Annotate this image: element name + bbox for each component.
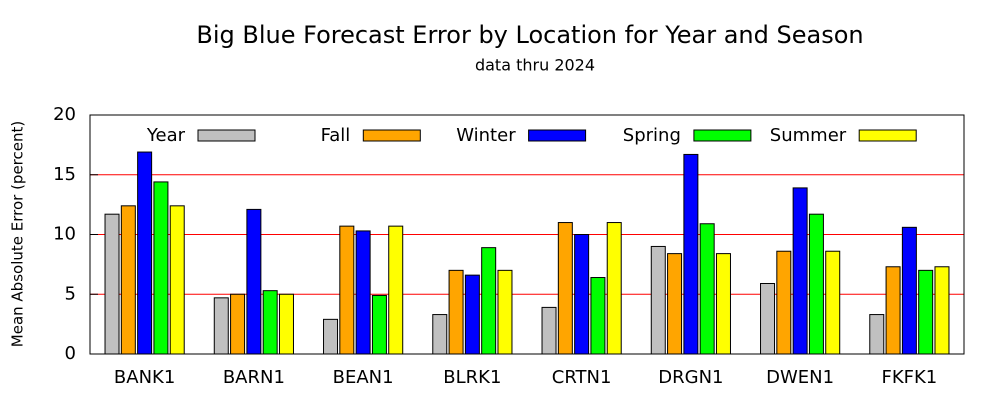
legend-swatch: [858, 129, 917, 142]
legend-label: Summer: [770, 125, 847, 146]
legend-label: Fall: [321, 125, 351, 146]
y-axis-label: Mean Absolute Error (percent): [9, 121, 27, 347]
x-tick-label: BLRK1: [443, 367, 501, 388]
legend-swatch: [693, 129, 752, 142]
bar: [213, 297, 229, 355]
bar: [808, 213, 824, 355]
bar: [497, 269, 513, 355]
x-tick-label: DWEN1: [766, 367, 834, 388]
bar: [448, 269, 464, 355]
bar: [120, 205, 136, 355]
bar: [246, 208, 262, 355]
bar: [715, 253, 731, 355]
bar: [918, 269, 934, 355]
x-tick-label: DRGN1: [658, 367, 723, 388]
bar: [650, 245, 666, 355]
bar: [934, 266, 950, 355]
bar: [574, 234, 590, 355]
bar: [230, 293, 246, 355]
legend-swatch: [362, 129, 421, 142]
bar: [104, 213, 120, 355]
bar: [371, 294, 387, 355]
bar: [355, 230, 371, 355]
bar: [481, 247, 497, 355]
bar: [825, 250, 841, 355]
bar: [262, 290, 278, 355]
y-tick-label: 10: [53, 224, 76, 245]
x-tick-label: FKFK1: [881, 367, 937, 388]
x-tick-label: CRTN1: [552, 367, 612, 388]
bar: [153, 181, 169, 355]
bar: [699, 223, 715, 355]
bar: [339, 225, 355, 355]
x-tick-label: BARN1: [223, 367, 285, 388]
bar: [137, 151, 153, 355]
bar: [590, 277, 606, 355]
bar: [792, 187, 808, 355]
x-tick-label: BEAN1: [333, 367, 394, 388]
chart-title: Big Blue Forecast Error by Location for …: [196, 21, 863, 49]
y-tick-label: 5: [65, 283, 76, 304]
plot-frame: [89, 114, 965, 355]
bar: [869, 314, 885, 355]
bar: [760, 282, 776, 355]
legend-label: Winter: [456, 125, 516, 146]
bar: [278, 293, 294, 355]
bar: [683, 153, 699, 355]
x-tick-label: BANK1: [114, 367, 175, 388]
y-tick-label: 15: [53, 164, 76, 185]
legend-swatch: [197, 129, 256, 142]
bar: [557, 222, 573, 355]
bar: [776, 250, 792, 355]
bar: [901, 226, 917, 355]
bar: [464, 274, 480, 355]
bar: [388, 225, 404, 355]
bar: [885, 266, 901, 355]
chart-subtitle: data thru 2024: [475, 56, 595, 75]
bar: [667, 253, 683, 355]
bar: [432, 314, 448, 355]
legend-swatch: [528, 129, 587, 142]
bar: [169, 205, 185, 355]
y-tick-label: 0: [65, 343, 76, 364]
bar: [323, 318, 339, 355]
bar: [541, 306, 557, 355]
bar: [606, 222, 622, 355]
legend-label: Spring: [623, 125, 681, 146]
legend-label: Year: [146, 125, 186, 146]
y-tick-label: 20: [53, 104, 76, 125]
